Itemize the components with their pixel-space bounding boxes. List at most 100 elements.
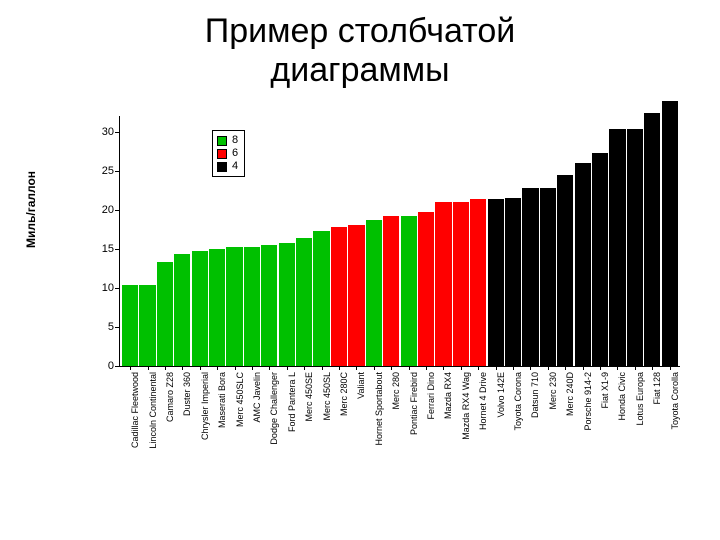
bar bbox=[313, 231, 329, 366]
x-tick-mark bbox=[496, 366, 497, 370]
x-label-slot: Duster 360 bbox=[174, 370, 190, 520]
x-label-slot: Merc 240D bbox=[557, 370, 573, 520]
x-label-slot: Camaro Z28 bbox=[157, 370, 173, 520]
x-label-slot: Cadillac Fleetwood bbox=[122, 370, 138, 520]
x-tick-label: Toyota Corolla bbox=[670, 372, 680, 430]
slide: Пример столбчатой диаграммы Миль/галлон … bbox=[0, 0, 720, 540]
chart-area: Миль/галлон 051015202530 864 Cadillac Fl… bbox=[40, 108, 700, 528]
x-label-slot: Merc 230 bbox=[540, 370, 556, 520]
bar bbox=[557, 175, 573, 366]
x-tick-mark bbox=[356, 366, 357, 370]
plot-region: 051015202530 864 bbox=[120, 116, 680, 366]
bar bbox=[505, 198, 521, 366]
x-label-slot: Merc 450SLC bbox=[226, 370, 242, 520]
x-tick-mark bbox=[391, 366, 392, 370]
bar bbox=[174, 254, 190, 366]
x-label-slot: Lincoln Continental bbox=[139, 370, 155, 520]
x-tick-mark bbox=[635, 366, 636, 370]
bar bbox=[435, 202, 451, 366]
y-tick-label: 5 bbox=[88, 321, 114, 333]
x-tick-mark bbox=[304, 366, 305, 370]
bar bbox=[226, 247, 242, 366]
bar bbox=[279, 243, 295, 366]
y-tick-label: 0 bbox=[88, 360, 114, 372]
bar bbox=[609, 129, 625, 367]
x-tick-mark bbox=[165, 366, 166, 370]
legend-rows: 864 bbox=[217, 134, 238, 173]
x-tick-mark bbox=[617, 366, 618, 370]
x-label-slot: Dodge Challenger bbox=[261, 370, 277, 520]
legend: 864 bbox=[212, 130, 245, 177]
title-line-2: диаграммы bbox=[270, 51, 449, 89]
legend-item: 8 bbox=[217, 134, 238, 147]
bar bbox=[644, 113, 660, 366]
x-label-slot: Lotus Europa bbox=[627, 370, 643, 520]
x-label-slot: Merc 450SL bbox=[313, 370, 329, 520]
bar bbox=[575, 163, 591, 366]
x-tick-mark bbox=[583, 366, 584, 370]
bar bbox=[383, 216, 399, 366]
x-label-slot: Pontiac Firebird bbox=[401, 370, 417, 520]
x-label-slot: Porsche 914-2 bbox=[575, 370, 591, 520]
x-label-slot: Hornet Sportabout bbox=[366, 370, 382, 520]
x-tick-mark bbox=[252, 366, 253, 370]
x-tick-mark bbox=[513, 366, 514, 370]
legend-item: 4 bbox=[217, 160, 238, 173]
bar bbox=[296, 238, 312, 366]
bar bbox=[418, 212, 434, 366]
x-label-slot: Mazda RX4 bbox=[435, 370, 451, 520]
x-label-slot: Honda Civic bbox=[609, 370, 625, 520]
legend-label: 8 bbox=[232, 134, 238, 147]
bar bbox=[366, 220, 382, 366]
x-tick-mark bbox=[530, 366, 531, 370]
x-label-slot: Mazda RX4 Wag bbox=[453, 370, 469, 520]
x-label-slot: Chrysler Imperial bbox=[192, 370, 208, 520]
x-label-slot: Fiat 128 bbox=[644, 370, 660, 520]
x-tick-mark bbox=[670, 366, 671, 370]
x-tick-mark bbox=[443, 366, 444, 370]
x-tick-mark bbox=[339, 366, 340, 370]
x-tick-mark bbox=[269, 366, 270, 370]
x-tick-mark bbox=[130, 366, 131, 370]
y-tick-mark bbox=[115, 366, 120, 367]
x-label-slot: Ferrari Dino bbox=[418, 370, 434, 520]
bar bbox=[488, 199, 504, 366]
x-tick-mark bbox=[548, 366, 549, 370]
y-tick-label: 30 bbox=[88, 126, 114, 138]
x-label-slot: Ford Pantera L bbox=[279, 370, 295, 520]
x-tick-mark bbox=[148, 366, 149, 370]
bar bbox=[122, 285, 138, 366]
bar bbox=[209, 249, 225, 366]
x-tick-mark bbox=[322, 366, 323, 370]
x-label-slot: Datsun 710 bbox=[522, 370, 538, 520]
bar bbox=[331, 227, 347, 366]
legend-swatch bbox=[217, 149, 227, 159]
x-tick-mark bbox=[461, 366, 462, 370]
legend-label: 6 bbox=[232, 147, 238, 160]
bar bbox=[192, 251, 208, 366]
y-tick-label: 15 bbox=[88, 243, 114, 255]
bar bbox=[157, 262, 173, 366]
x-label-slot: Fiat X1-9 bbox=[592, 370, 608, 520]
x-tick-mark bbox=[409, 366, 410, 370]
x-tick-mark bbox=[600, 366, 601, 370]
bar bbox=[522, 188, 538, 366]
bar bbox=[627, 129, 643, 367]
x-labels: Cadillac FleetwoodLincoln ContinentalCam… bbox=[120, 370, 680, 520]
chart-title: Пример столбчатой диаграммы bbox=[0, 0, 720, 90]
legend-item: 6 bbox=[217, 147, 238, 160]
x-tick-mark bbox=[200, 366, 201, 370]
y-tick-label: 10 bbox=[88, 282, 114, 294]
y-tick-label: 25 bbox=[88, 165, 114, 177]
x-tick-mark bbox=[652, 366, 653, 370]
x-tick-mark bbox=[478, 366, 479, 370]
bar bbox=[139, 285, 155, 366]
bar bbox=[540, 188, 556, 366]
x-label-slot: Merc 280 bbox=[383, 370, 399, 520]
x-tick-mark bbox=[217, 366, 218, 370]
y-tick-label: 20 bbox=[88, 204, 114, 216]
x-tick-mark bbox=[287, 366, 288, 370]
x-tick-mark bbox=[374, 366, 375, 370]
x-tick-mark bbox=[426, 366, 427, 370]
x-label-slot: Merc 280C bbox=[331, 370, 347, 520]
